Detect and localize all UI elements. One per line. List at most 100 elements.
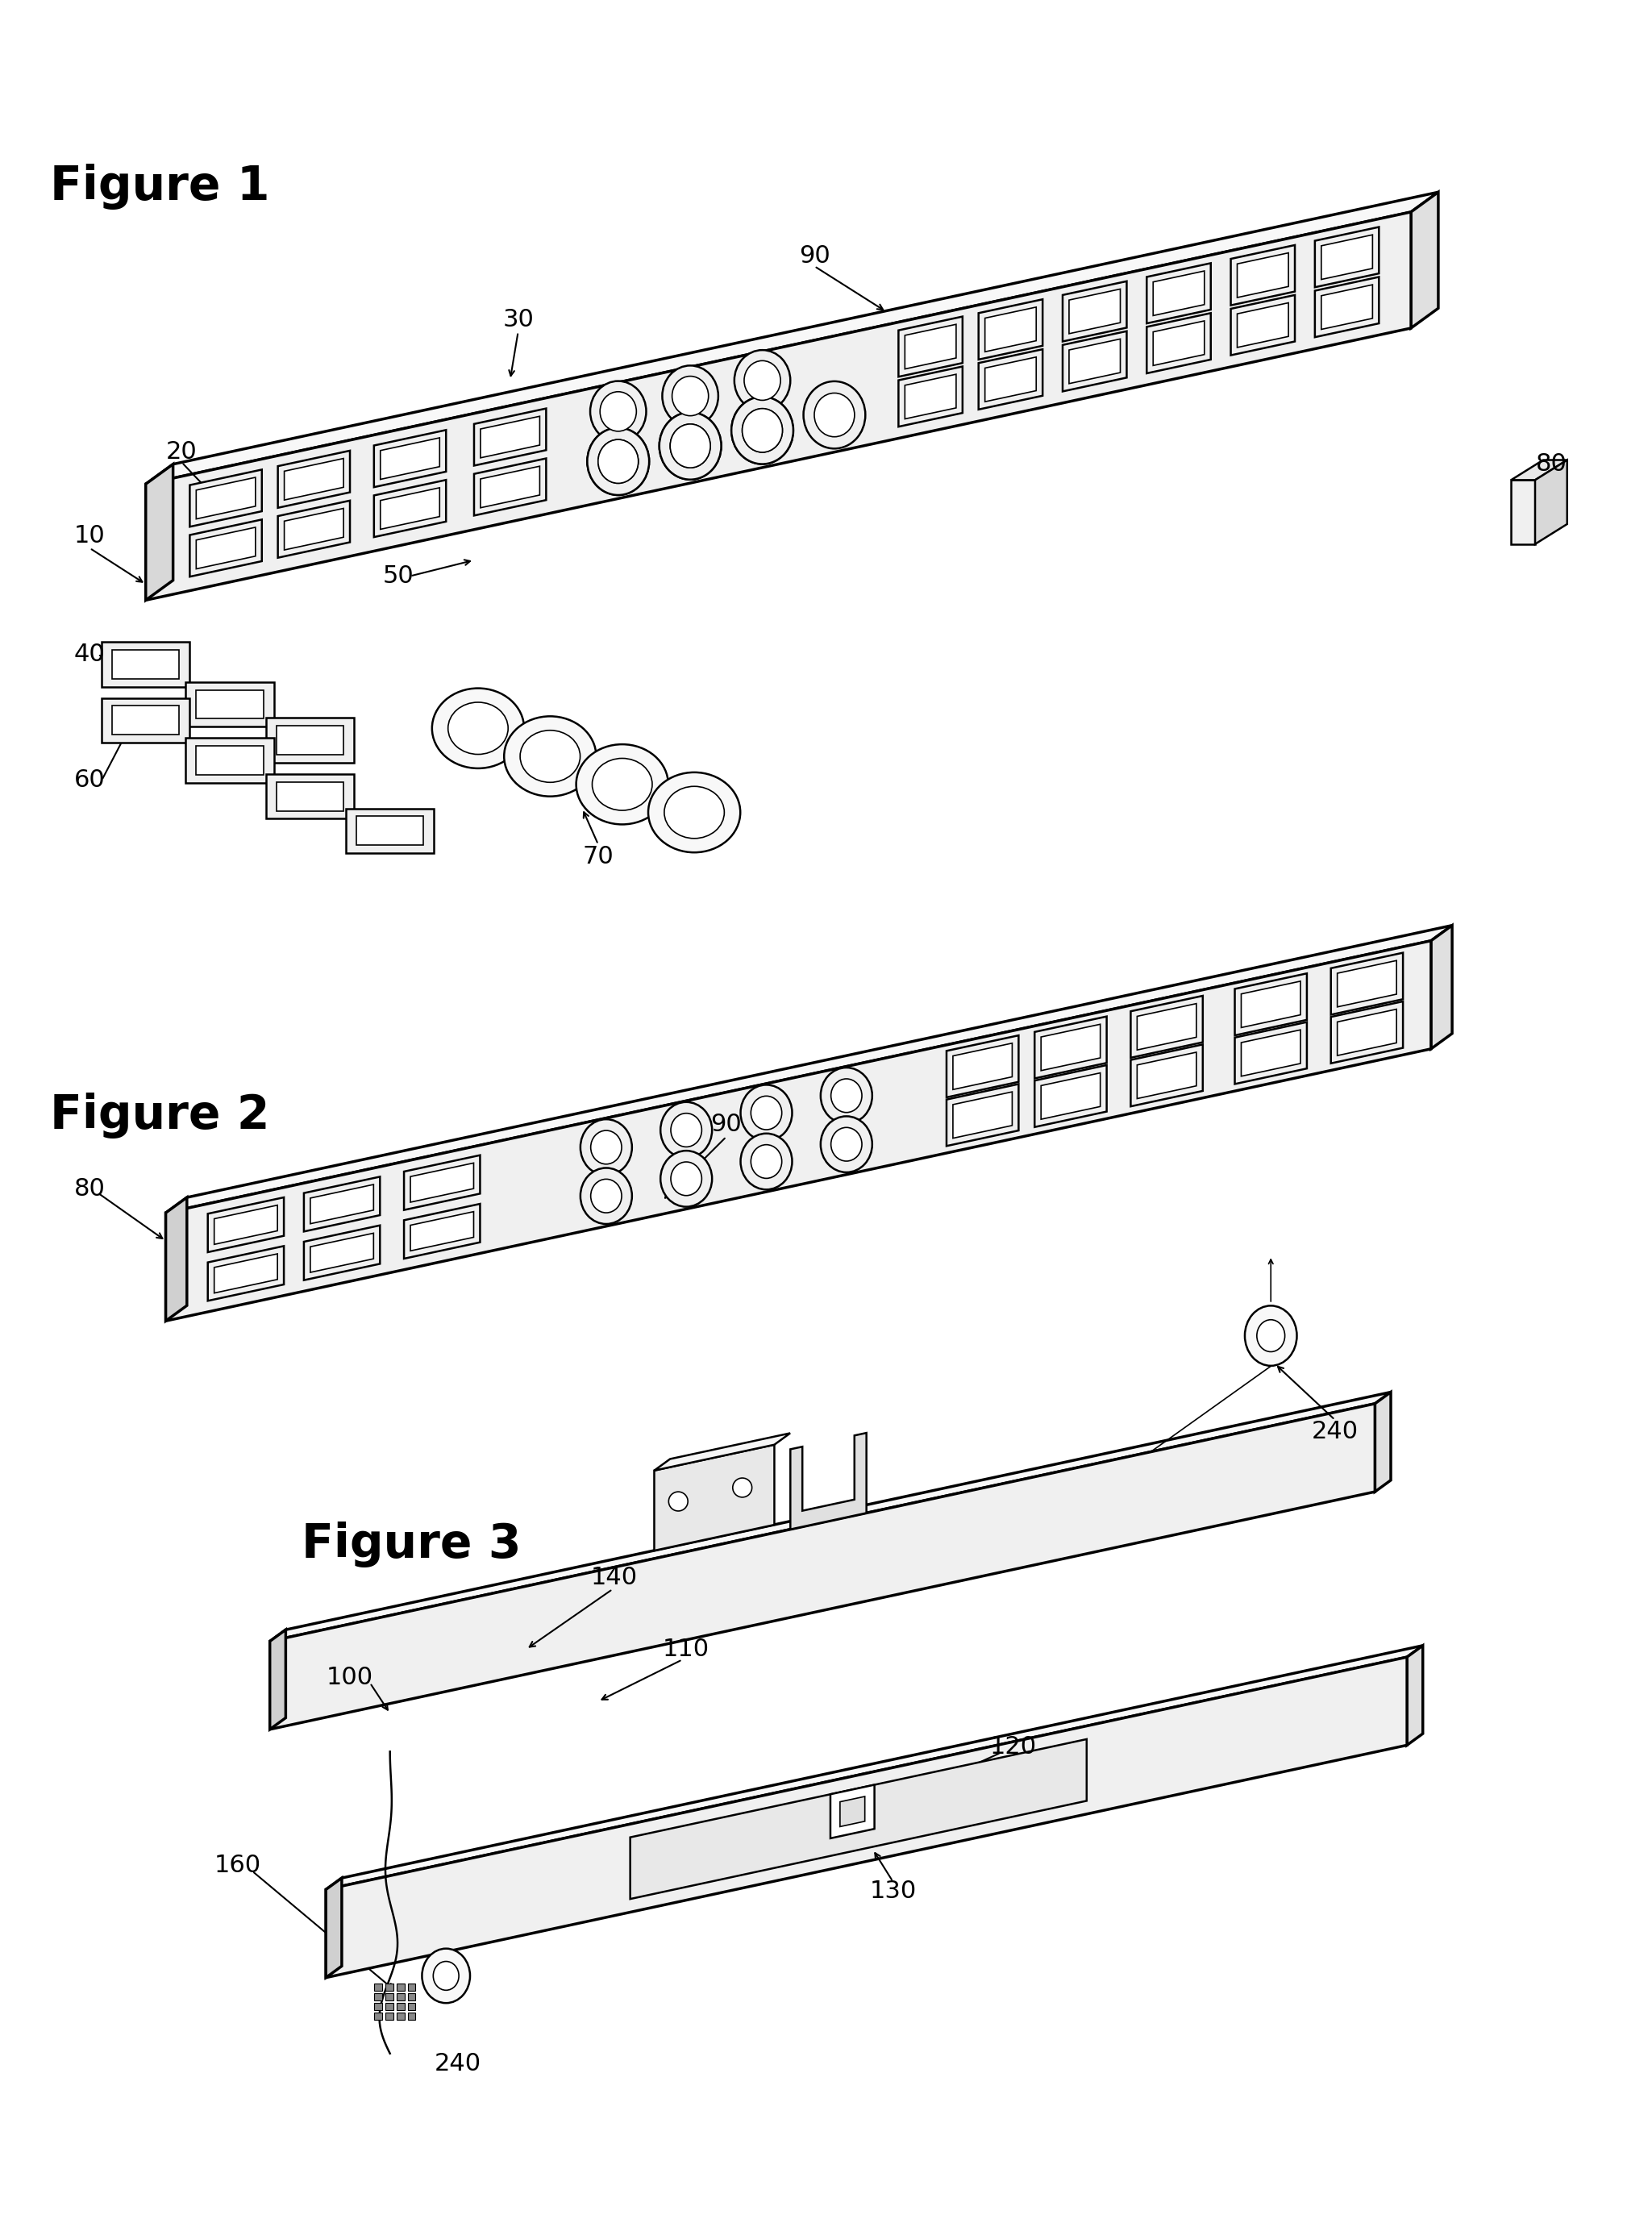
Ellipse shape xyxy=(433,689,524,769)
Ellipse shape xyxy=(580,1167,633,1225)
Polygon shape xyxy=(481,416,540,458)
Circle shape xyxy=(669,1492,687,1512)
Ellipse shape xyxy=(664,787,724,838)
Bar xyxy=(385,1994,393,2001)
Ellipse shape xyxy=(421,1950,471,2003)
Polygon shape xyxy=(1374,1392,1391,1492)
Ellipse shape xyxy=(831,1078,862,1112)
Polygon shape xyxy=(269,1392,1391,1641)
Bar xyxy=(385,2003,393,2010)
Polygon shape xyxy=(304,1225,380,1280)
Polygon shape xyxy=(278,451,350,507)
Ellipse shape xyxy=(821,1116,872,1172)
Polygon shape xyxy=(266,774,354,818)
Polygon shape xyxy=(1315,227,1379,287)
Text: 100: 100 xyxy=(327,1665,373,1689)
Ellipse shape xyxy=(803,382,866,449)
Ellipse shape xyxy=(586,427,649,496)
Ellipse shape xyxy=(504,716,596,796)
Ellipse shape xyxy=(590,380,646,442)
Ellipse shape xyxy=(520,731,580,782)
Polygon shape xyxy=(1408,1645,1422,1745)
Ellipse shape xyxy=(1257,1320,1285,1352)
Polygon shape xyxy=(1153,320,1204,365)
Polygon shape xyxy=(373,480,446,538)
Polygon shape xyxy=(905,325,957,369)
Bar xyxy=(373,2003,382,2010)
Polygon shape xyxy=(474,458,547,516)
Ellipse shape xyxy=(735,349,790,411)
Polygon shape xyxy=(208,1198,284,1252)
Ellipse shape xyxy=(821,1067,872,1123)
Bar xyxy=(385,1983,393,1992)
Bar xyxy=(373,1994,382,2001)
Text: Figure 2: Figure 2 xyxy=(50,1094,269,1138)
Polygon shape xyxy=(1130,1045,1203,1107)
Ellipse shape xyxy=(671,425,710,467)
Polygon shape xyxy=(112,649,180,678)
Polygon shape xyxy=(325,1656,1408,1978)
Ellipse shape xyxy=(1246,1305,1297,1365)
Polygon shape xyxy=(410,1163,474,1203)
Polygon shape xyxy=(899,316,963,376)
Polygon shape xyxy=(266,718,354,762)
Polygon shape xyxy=(1062,282,1127,342)
Ellipse shape xyxy=(433,1961,459,1990)
Polygon shape xyxy=(839,1796,866,1827)
Polygon shape xyxy=(985,358,1036,402)
Polygon shape xyxy=(831,1785,874,1838)
Polygon shape xyxy=(215,1205,278,1245)
Polygon shape xyxy=(197,689,263,718)
Polygon shape xyxy=(947,1085,1019,1147)
Polygon shape xyxy=(311,1234,373,1272)
Polygon shape xyxy=(304,1176,380,1232)
Ellipse shape xyxy=(732,396,793,465)
Polygon shape xyxy=(405,1156,481,1209)
Polygon shape xyxy=(145,465,173,600)
Text: 90: 90 xyxy=(800,245,829,267)
Polygon shape xyxy=(185,682,274,727)
Polygon shape xyxy=(197,478,256,518)
Polygon shape xyxy=(311,1185,373,1223)
Ellipse shape xyxy=(742,409,783,451)
Circle shape xyxy=(733,1478,752,1498)
Polygon shape xyxy=(1231,296,1295,356)
Polygon shape xyxy=(474,409,547,465)
Polygon shape xyxy=(345,809,434,854)
Ellipse shape xyxy=(671,1163,702,1196)
Ellipse shape xyxy=(586,427,649,496)
Polygon shape xyxy=(410,1212,474,1252)
Bar xyxy=(396,1983,405,1992)
Polygon shape xyxy=(985,307,1036,351)
Polygon shape xyxy=(905,373,957,418)
Polygon shape xyxy=(1034,1065,1107,1127)
Polygon shape xyxy=(1231,245,1295,305)
Polygon shape xyxy=(1041,1025,1100,1071)
Polygon shape xyxy=(1069,289,1120,333)
Polygon shape xyxy=(325,1645,1422,1890)
Text: Figure 3: Figure 3 xyxy=(302,1521,522,1567)
Polygon shape xyxy=(978,300,1042,360)
Bar xyxy=(385,2012,393,2021)
Polygon shape xyxy=(1130,996,1203,1058)
Polygon shape xyxy=(405,1205,481,1258)
Text: 240: 240 xyxy=(434,2052,481,2076)
Polygon shape xyxy=(790,1434,866,1529)
Ellipse shape xyxy=(577,745,669,825)
Polygon shape xyxy=(190,469,263,527)
Polygon shape xyxy=(278,500,350,558)
Text: 240: 240 xyxy=(1312,1420,1358,1443)
Polygon shape xyxy=(276,727,344,756)
Text: 70: 70 xyxy=(583,845,615,869)
Polygon shape xyxy=(380,438,439,480)
Ellipse shape xyxy=(752,1096,781,1129)
Polygon shape xyxy=(1322,236,1373,280)
Text: 60: 60 xyxy=(74,769,106,791)
Ellipse shape xyxy=(598,440,638,482)
Polygon shape xyxy=(165,1198,187,1320)
Polygon shape xyxy=(1069,338,1120,385)
Ellipse shape xyxy=(740,1085,791,1140)
Polygon shape xyxy=(1234,974,1307,1036)
Polygon shape xyxy=(1137,1051,1196,1098)
Polygon shape xyxy=(208,1247,284,1300)
